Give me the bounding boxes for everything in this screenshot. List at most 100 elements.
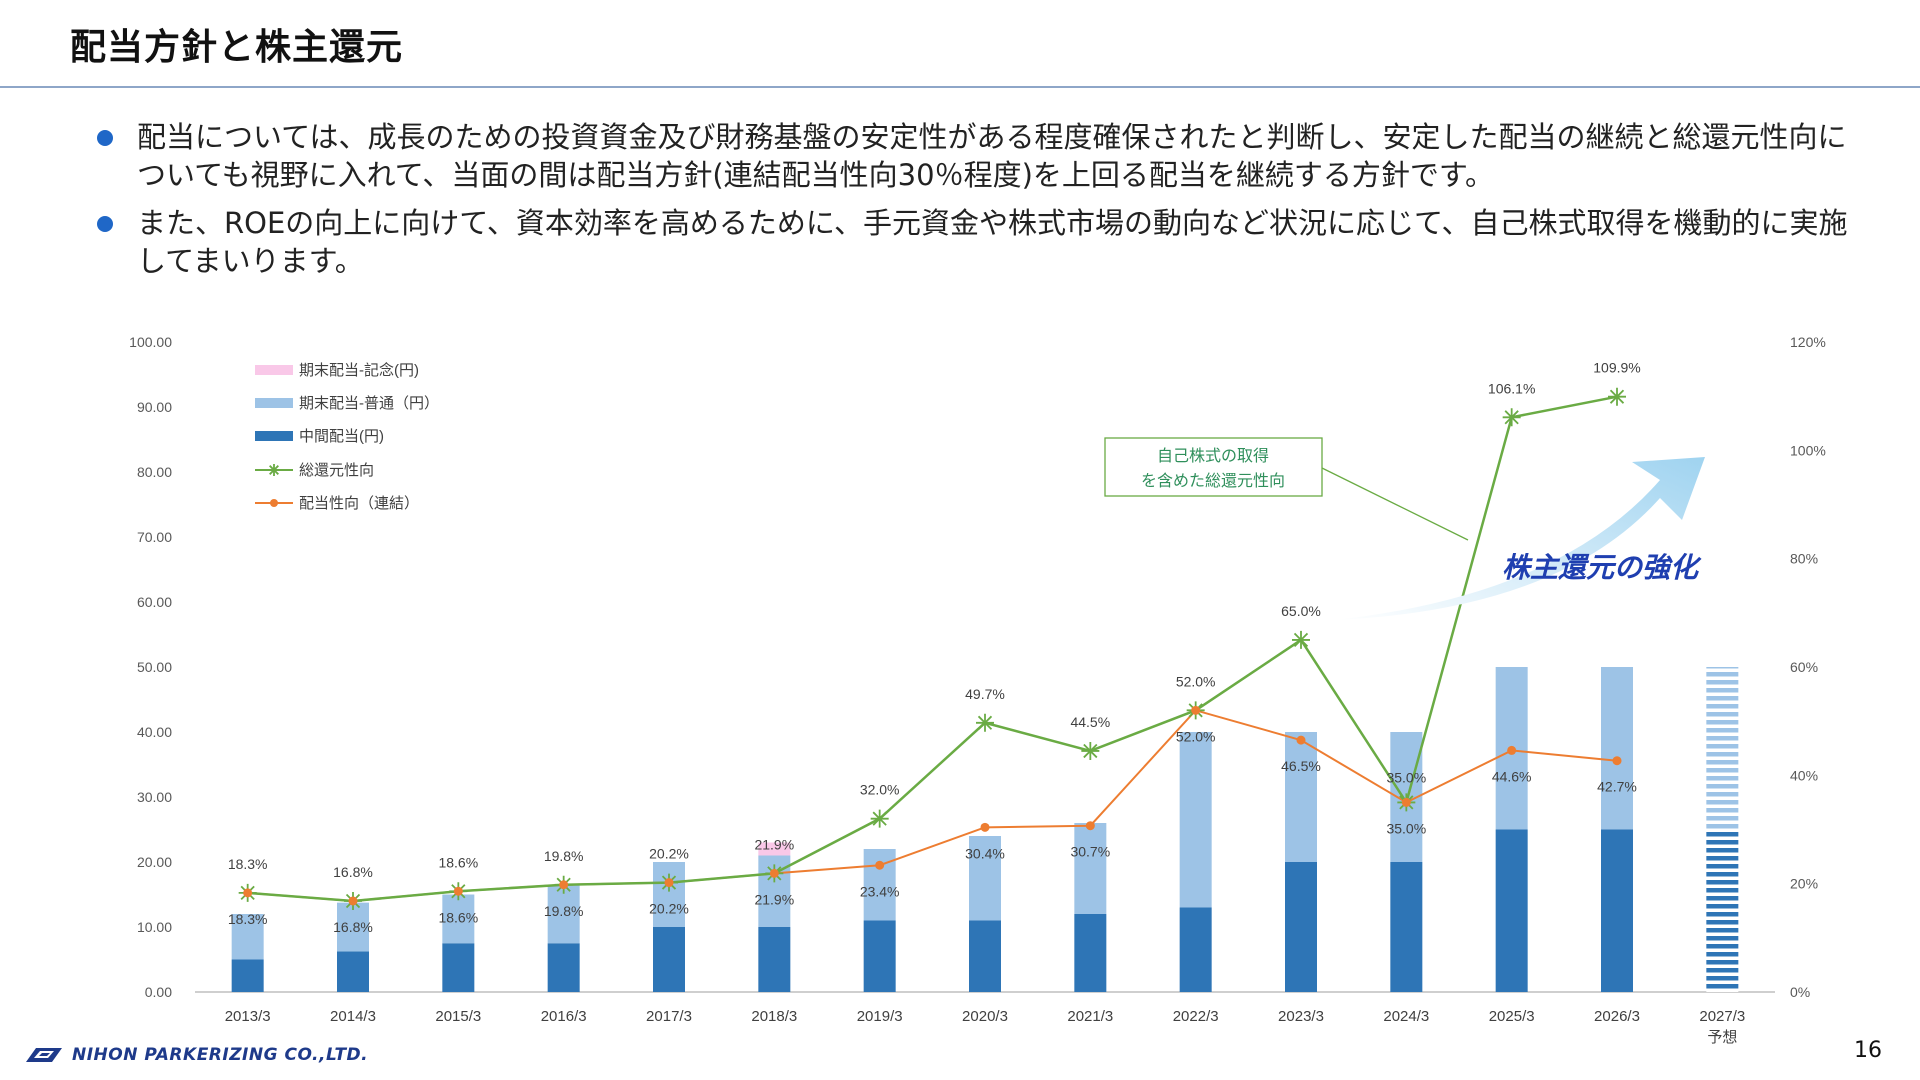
total-return-data-label: 16.8% xyxy=(333,864,373,880)
payout-ratio-data-label: 18.3% xyxy=(228,911,268,927)
legend-label: 総還元性向 xyxy=(299,462,374,479)
x-tick-label: 2024/3 xyxy=(1383,1008,1429,1025)
y-left-tick-label: 80.00 xyxy=(137,464,172,480)
bar-interim xyxy=(1285,862,1317,992)
payout-ratio-marker xyxy=(1507,745,1517,755)
bullet-item: 配当については、成長のための投資資金及び財務基盤の安定性がある程度確保されたと判… xyxy=(95,118,1875,194)
bar-year-end-ordinary xyxy=(1601,667,1633,830)
x-tick-label: 2013/3 xyxy=(225,1008,271,1025)
bar-year-end-ordinary xyxy=(231,914,264,960)
total-return-data-label: 19.8% xyxy=(544,848,584,864)
y-left-tick-label: 40.00 xyxy=(137,724,172,740)
emphasis-label: 株主還元の強化 xyxy=(1502,552,1702,583)
bar-year-end-ordinary xyxy=(1074,823,1107,914)
bar-year-end-ordinary xyxy=(969,836,1001,921)
bar-year-end-ordinary xyxy=(442,894,475,944)
payout-ratio-data-label: 21.9% xyxy=(754,891,794,907)
company-logo-text: NIHON PARKERIZING CO.,LTD. xyxy=(72,1045,369,1065)
legend-marker-total-return xyxy=(268,464,280,476)
payout-ratio-marker xyxy=(664,878,674,888)
bar-interim xyxy=(653,927,685,992)
total-return-line xyxy=(247,395,1618,903)
y-right-tick-label: 120% xyxy=(1790,334,1826,350)
callout-text-line: を含めた総還元性向 xyxy=(1141,472,1285,490)
total-return-marker xyxy=(1502,408,1521,427)
legend-swatch-commemorative xyxy=(255,365,293,375)
payout-ratio-marker xyxy=(243,888,253,898)
x-tick-label: 2016/3 xyxy=(541,1008,587,1025)
payout-ratio-data-label: 52.0% xyxy=(1176,728,1216,744)
payout-ratio-marker xyxy=(559,880,569,890)
bar-interim xyxy=(1601,829,1633,992)
total-return-marker xyxy=(1081,741,1100,760)
callout-box xyxy=(1104,437,1323,497)
total-return-marker xyxy=(870,809,889,828)
payout-ratio-data-label: 42.7% xyxy=(1597,779,1637,795)
bar-interim xyxy=(1495,829,1528,992)
bullet-list: 配当については、成長のための投資資金及び財務基盤の安定性がある程度確保されたと判… xyxy=(95,118,1875,290)
page-number: 16 xyxy=(1854,1038,1882,1063)
x-tick-label: 2022/3 xyxy=(1173,1008,1219,1025)
bar-commemorative xyxy=(758,842,791,856)
bar-interim xyxy=(1706,829,1739,992)
x-tick-label: 2018/3 xyxy=(751,1008,797,1025)
x-tick-sublabel: 予想 xyxy=(1707,1029,1737,1046)
total-return-data-label: 52.0% xyxy=(1176,673,1216,689)
bar-interim xyxy=(1179,907,1212,992)
bar-interim xyxy=(1074,914,1107,992)
total-return-data-label: 35.0% xyxy=(1386,769,1426,785)
x-tick-label: 2014/3 xyxy=(330,1008,376,1025)
bar-year-end-ordinary xyxy=(653,862,685,927)
total-return-data-label: 65.0% xyxy=(1281,603,1321,619)
payout-ratio-data-label: 30.7% xyxy=(1070,844,1110,860)
x-tick-label: 2023/3 xyxy=(1278,1008,1324,1025)
bullet-text: また、ROEの向上に向けて、資本効率を高めるために、手元資金や株式市場の動向など… xyxy=(137,206,1848,278)
total-return-data-label: 49.7% xyxy=(965,686,1005,702)
payout-ratio-data-label: 19.8% xyxy=(544,903,584,919)
payout-ratio-data-label: 35.0% xyxy=(1386,820,1426,836)
bar-year-end-ordinary xyxy=(547,884,580,944)
total-return-marker xyxy=(1608,387,1626,406)
bar-year-end-ordinary xyxy=(1285,732,1317,862)
payout-ratio-marker xyxy=(1296,735,1306,745)
x-tick-label: 2026/3 xyxy=(1594,1008,1640,1025)
total-return-data-label: 21.9% xyxy=(754,836,794,852)
payout-ratio-marker xyxy=(980,822,990,832)
total-return-data-label: 18.6% xyxy=(438,854,478,870)
y-right-tick-label: 0% xyxy=(1790,984,1810,1000)
total-return-data-label: 106.1% xyxy=(1488,380,1535,396)
payout-ratio-marker xyxy=(453,886,463,896)
payout-ratio-data-label: 30.4% xyxy=(965,845,1005,861)
y-left-tick-label: 20.00 xyxy=(137,854,172,870)
payout-ratio-marker xyxy=(1191,705,1201,715)
bar-interim xyxy=(337,951,369,992)
bar-interim xyxy=(969,920,1001,992)
total-return-data-label: 20.2% xyxy=(649,846,689,862)
y-right-tick-label: 20% xyxy=(1790,876,1818,892)
bar-interim xyxy=(547,943,580,992)
legend-label: 配当性向（連結） xyxy=(299,495,419,512)
y-left-tick-label: 90.00 xyxy=(137,399,172,415)
bullet-dot-icon xyxy=(97,216,113,232)
total-return-marker xyxy=(976,713,994,732)
x-tick-label: 2021/3 xyxy=(1067,1008,1113,1025)
x-tick-label: 2017/3 xyxy=(646,1008,692,1025)
payout-ratio-marker xyxy=(769,868,779,878)
bullet-text: 配当については、成長のための投資資金及び財務基盤の安定性がある程度確保されたと判… xyxy=(137,120,1847,192)
payout-ratio-marker xyxy=(875,860,885,870)
bar-interim xyxy=(758,927,791,992)
y-left-tick-label: 30.00 xyxy=(137,789,172,805)
payout-ratio-marker xyxy=(1085,821,1095,831)
y-left-tick-label: 100.00 xyxy=(129,334,172,350)
y-right-tick-label: 40% xyxy=(1790,767,1818,783)
legend-label: 期末配当-記念(円) xyxy=(299,361,419,379)
bar-year-end-ordinary xyxy=(337,902,369,952)
payout-ratio-data-label: 18.6% xyxy=(438,909,478,925)
payout-ratio-marker xyxy=(1612,756,1622,766)
payout-ratio-data-label: 23.4% xyxy=(860,883,900,899)
total-return-data-label: 44.5% xyxy=(1070,714,1110,730)
total-return-marker xyxy=(1292,630,1310,649)
y-left-tick-label: 60.00 xyxy=(137,594,172,610)
x-tick-label: 2015/3 xyxy=(435,1008,481,1025)
total-return-data-label: 109.9% xyxy=(1593,360,1640,376)
